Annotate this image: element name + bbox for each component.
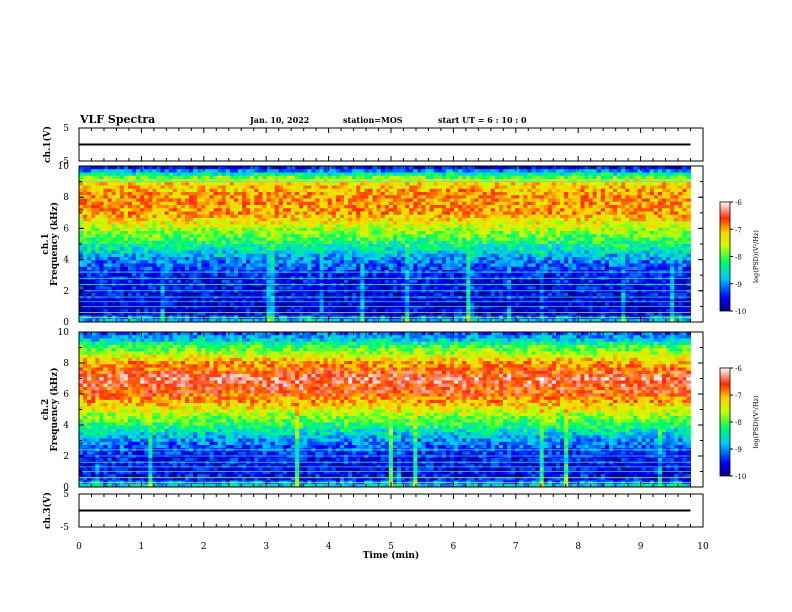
station-label: station=MOS: [343, 115, 403, 125]
y-axis-channel-label: ch.1: [41, 233, 51, 254]
chart-title: VLF Spectra: [80, 113, 156, 126]
x-tick-label: 7: [513, 542, 519, 552]
y-tick-label: 5: [63, 490, 69, 500]
y-tick-label: 2: [63, 452, 69, 462]
x-tick-label: 8: [575, 542, 581, 552]
colorbar-tick-label: -9: [735, 281, 742, 289]
y-tick-label: 6: [63, 224, 69, 234]
y-tick-label: 10: [58, 162, 70, 172]
colorbar: [719, 367, 731, 477]
start-time-label: start UT = 6 : 10 : 0: [438, 115, 527, 125]
spectrogram-image: [79, 166, 691, 323]
colorbar-tick-label: -7: [735, 226, 742, 234]
y-tick-label: -5: [60, 523, 69, 533]
colorbar-tick-label: -9: [735, 446, 742, 454]
colorbar-tick-label: -10: [735, 308, 746, 316]
colorbar: [719, 201, 731, 312]
colorbar-label: log(PSD)(V²/Hz): [752, 230, 760, 283]
x-tick-label: 1: [139, 542, 145, 552]
y-axis-label: ch.3(V): [42, 492, 53, 529]
colorbar-tick-label: -6: [735, 365, 742, 373]
x-tick-label: 2: [201, 542, 207, 552]
colorbar-tick-label: -7: [735, 392, 742, 400]
spectrogram-image: [79, 332, 691, 488]
y-tick-label: 8: [63, 359, 69, 369]
colorbar-tick-label: -6: [735, 199, 742, 207]
y-tick-label: 10: [58, 328, 70, 338]
y-tick-label: 6: [63, 390, 69, 400]
y-tick-label: 0: [63, 483, 69, 493]
x-tick-label: 3: [263, 542, 269, 552]
y-tick-label: 8: [63, 193, 69, 203]
x-tick-label: 0: [76, 542, 82, 552]
y-tick-label: -5: [60, 157, 69, 167]
y-tick-label: 4: [63, 421, 69, 431]
y-axis-channel-label: ch.2: [41, 399, 51, 420]
x-tick-label: 6: [451, 542, 457, 552]
x-tick-label: 5: [388, 542, 394, 552]
y-tick-label: 5: [63, 124, 69, 134]
y-tick-label: 4: [63, 256, 69, 266]
y-axis-label: Frequency (kHz): [49, 367, 60, 451]
date-label: Jan. 10, 2022: [250, 115, 310, 125]
colorbar-tick-label: -10: [735, 473, 746, 481]
colorbar-tick-label: -8: [735, 419, 742, 427]
x-tick-label: 10: [697, 542, 709, 552]
x-axis-label: Time (min): [363, 550, 420, 561]
y-tick-label: 0: [63, 318, 69, 328]
colorbar-label: log(PSD)(V²/Hz): [752, 395, 760, 448]
colorbar-tick-label: -8: [735, 254, 742, 262]
y-tick-label: 2: [63, 287, 69, 297]
y-axis-label: ch.1(V): [42, 126, 53, 163]
x-tick-label: 9: [638, 542, 644, 552]
x-tick-label: 4: [326, 542, 332, 552]
y-axis-label: Frequency (kHz): [49, 202, 60, 286]
